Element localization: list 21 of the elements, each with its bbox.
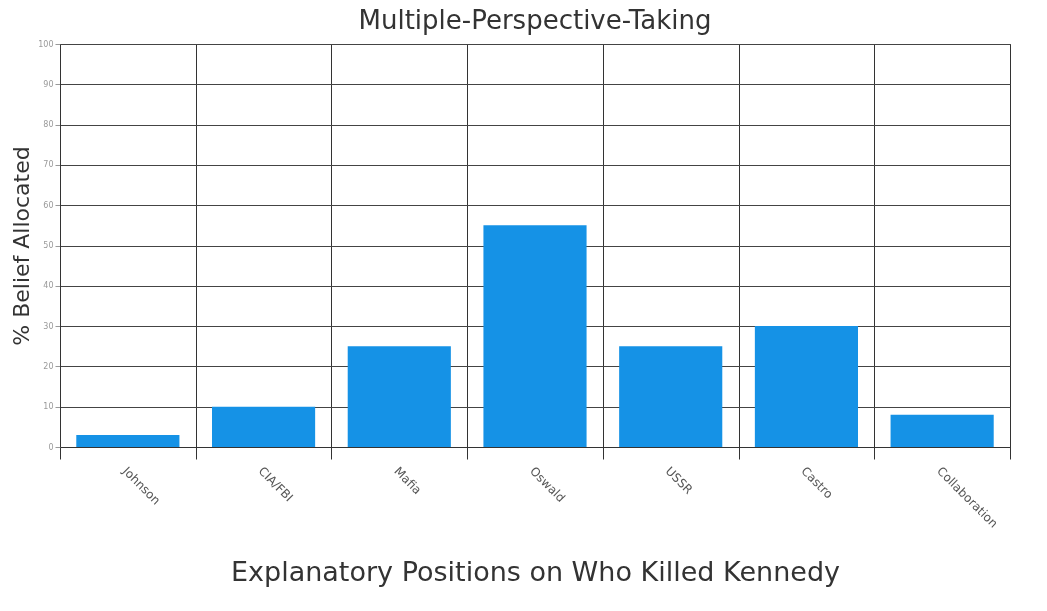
y-tick-label: 100 [38,39,54,49]
y-tick-label: 50 [43,241,54,250]
bar [212,406,316,447]
y-tick-label: 20 [43,361,54,371]
bar [619,346,723,447]
y-tick-label: 80 [43,120,54,130]
y-tick-label: 70 [43,160,54,170]
bar [754,326,858,447]
bar [347,346,451,447]
y-tick-label: 0 [48,442,54,452]
y-tick-label: 30 [43,321,54,331]
bar [483,225,587,447]
y-tick-label: 60 [43,200,54,210]
chart-title: Multiple-Perspective-Taking [358,5,712,35]
bar [890,414,994,447]
y-tick-label: 40 [43,281,54,291]
y-axis-title: % Belief Allocated [9,146,35,346]
x-axis-title: Explanatory Positions on Who Killed Kennedy [230,555,841,587]
y-tick-label: 90 [43,79,54,89]
y-tick-label: 10 [43,402,54,412]
bar [76,434,180,447]
